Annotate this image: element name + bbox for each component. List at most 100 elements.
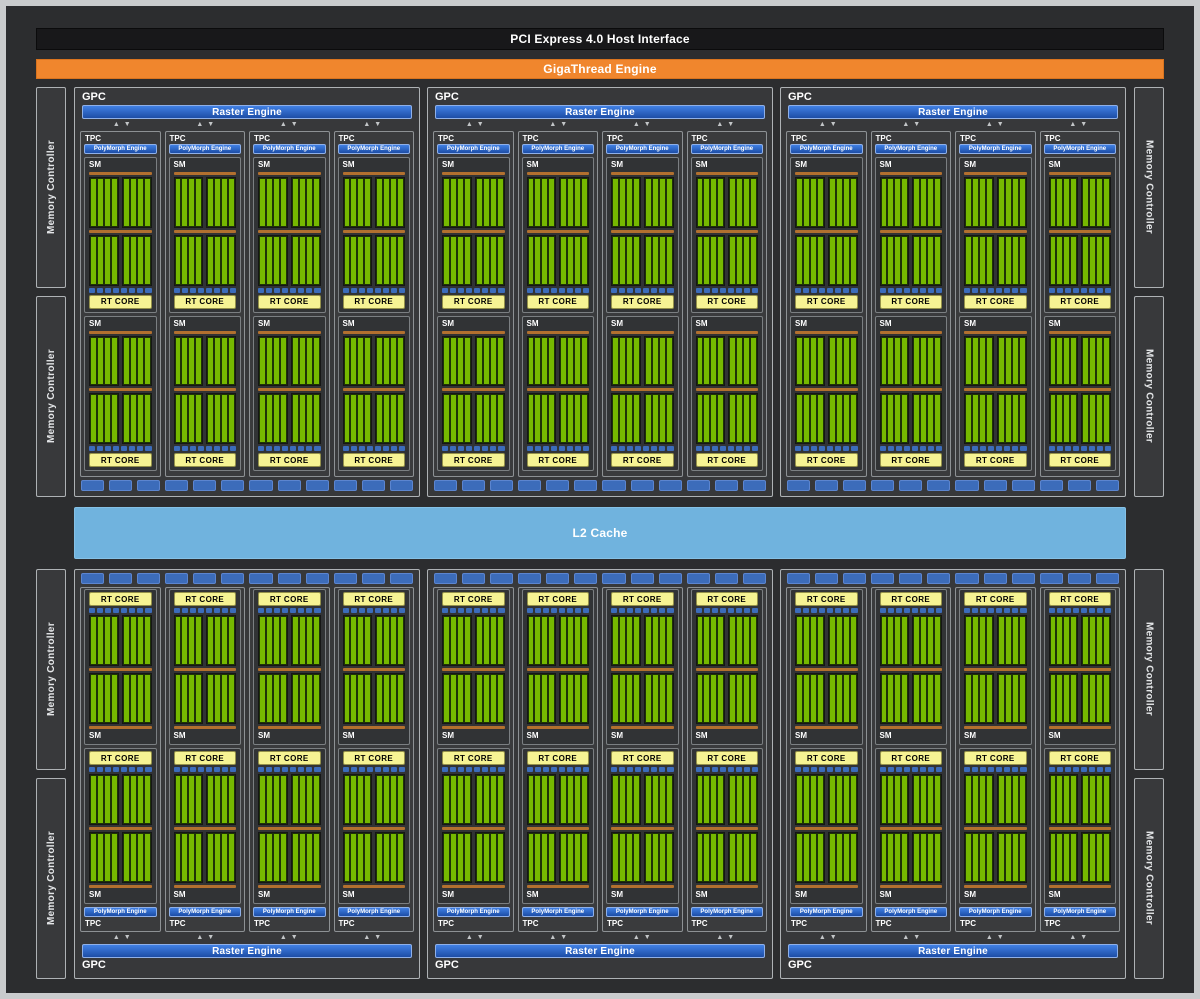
cuda-core-bar	[490, 337, 496, 385]
warp-scheduler-strip	[795, 330, 858, 334]
load-store-segment	[895, 446, 902, 451]
tpc-row: RT CORE SM RT CORE SM PolyMorph Engine TPC RT …	[433, 587, 767, 932]
diagram-body: Memory Controller Memory Controller Memory…	[36, 87, 1164, 979]
cuda-core-bar	[659, 337, 665, 385]
load-store-segment	[137, 446, 144, 451]
warp-scheduler-strip	[526, 172, 589, 175]
cuda-core-bar	[666, 776, 672, 823]
tpc-label: TPC	[1044, 134, 1061, 143]
tpc-block: RT CORE SM RT CORE SM PolyMorph Engine TPC	[164, 587, 245, 932]
rt-core: RT CORE	[795, 294, 858, 309]
cuda-core-array	[258, 673, 321, 724]
warp-scheduler-strip	[611, 388, 674, 392]
texture-unit-row	[433, 573, 767, 584]
up-arrow-icon: ▲	[985, 121, 993, 128]
cuda-core-bar	[208, 675, 214, 722]
cuda-core-array	[173, 673, 236, 724]
cuda-core-bar	[881, 337, 887, 385]
cuda-core-group	[879, 615, 910, 666]
tpc-label: TPC	[607, 134, 623, 143]
rt-core: RT CORE	[964, 592, 1027, 606]
cuda-core-bar	[1005, 834, 1011, 881]
rt-core: RT CORE	[442, 453, 505, 467]
cuda-core-group	[173, 673, 204, 724]
cuda-core-bar	[344, 179, 350, 226]
load-store-segment	[173, 767, 180, 772]
cuda-core-array	[1048, 177, 1111, 228]
load-store-units-row	[442, 287, 505, 293]
load-store-segment	[935, 608, 942, 613]
cuda-core-bar	[1097, 395, 1103, 442]
cuda-core-bar	[483, 236, 489, 284]
cuda-core-array	[258, 832, 321, 883]
cuda-core-bar	[575, 179, 581, 226]
cuda-core-bar	[666, 675, 672, 722]
sm-block: RT CORE SM	[437, 748, 510, 904]
load-store-units-row	[173, 446, 236, 451]
cuda-core-bar	[921, 834, 927, 881]
cuda-core-bar	[384, 395, 390, 442]
load-store-segment	[879, 287, 886, 293]
texture-unit-segment	[630, 480, 654, 491]
polymorph-engine-bar: PolyMorph Engine	[606, 907, 679, 917]
warp-scheduler-strip	[1048, 229, 1111, 233]
cuda-core-bar	[850, 236, 856, 284]
load-store-segment	[314, 287, 321, 293]
cuda-core-bar	[351, 337, 357, 385]
cuda-core-group	[375, 335, 405, 387]
cuda-core-bar	[888, 236, 894, 284]
rt-core: RT CORE	[1048, 751, 1111, 765]
tpc-label: TPC	[85, 134, 101, 143]
cuda-core-bar	[222, 834, 228, 881]
sm-block: SM RT CORE	[437, 157, 510, 313]
cuda-core-bar	[744, 617, 750, 664]
texture-unit-segment	[193, 573, 217, 584]
cuda-core-bar	[391, 834, 397, 881]
cuda-core-bar	[476, 337, 482, 385]
cuda-core-group	[827, 177, 858, 228]
cuda-core-bar	[921, 675, 927, 722]
texture-unit-segment	[165, 573, 189, 584]
texture-unit-segment	[714, 480, 738, 491]
load-store-segment	[550, 446, 557, 451]
warp-scheduler-strip	[611, 668, 674, 671]
cuda-core-bar	[306, 337, 312, 385]
raster-engine-bar: Raster Engine	[788, 944, 1118, 958]
cuda-core-array	[1048, 335, 1111, 387]
cuda-core-bar	[979, 337, 985, 385]
rt-core: RT CORE	[526, 751, 589, 765]
load-store-segment	[282, 446, 289, 451]
load-store-segment	[442, 608, 449, 613]
texture-unit-segment	[305, 573, 329, 584]
sm-label: SM	[342, 731, 355, 740]
load-store-segment	[474, 446, 481, 451]
cuda-core-group	[290, 615, 321, 666]
cuda-core-bar	[490, 776, 496, 823]
cuda-core-bar	[123, 337, 129, 385]
cuda-core-bar	[881, 395, 887, 442]
sm-block: SM RT CORE	[959, 157, 1032, 313]
cuda-core-bar	[344, 395, 350, 442]
sm-label: SM	[526, 731, 539, 740]
cuda-core-bar	[535, 337, 541, 385]
cuda-core-bar	[299, 179, 305, 226]
cuda-core-bar	[666, 179, 672, 226]
load-store-segment	[558, 287, 565, 293]
cuda-core-bar	[123, 675, 129, 722]
warp-scheduler-strip	[611, 827, 674, 830]
cuda-core-bar	[313, 179, 319, 226]
load-store-segment	[213, 767, 220, 772]
cuda-core-bar	[111, 395, 117, 442]
cuda-core-bar	[450, 834, 456, 881]
memory-controller-label: Memory Controller	[1143, 349, 1155, 444]
load-store-segment	[526, 446, 533, 451]
up-arrow-icon: ▲	[632, 121, 640, 128]
cuda-core-bar	[196, 179, 202, 226]
load-store-segment	[811, 287, 818, 293]
cuda-core-group	[879, 177, 910, 228]
cuda-core-group	[643, 774, 674, 825]
cuda-core-group	[526, 673, 557, 724]
cuda-core-bar	[542, 834, 548, 881]
texture-unit-segment	[518, 573, 542, 584]
cuda-core-bar	[457, 834, 463, 881]
